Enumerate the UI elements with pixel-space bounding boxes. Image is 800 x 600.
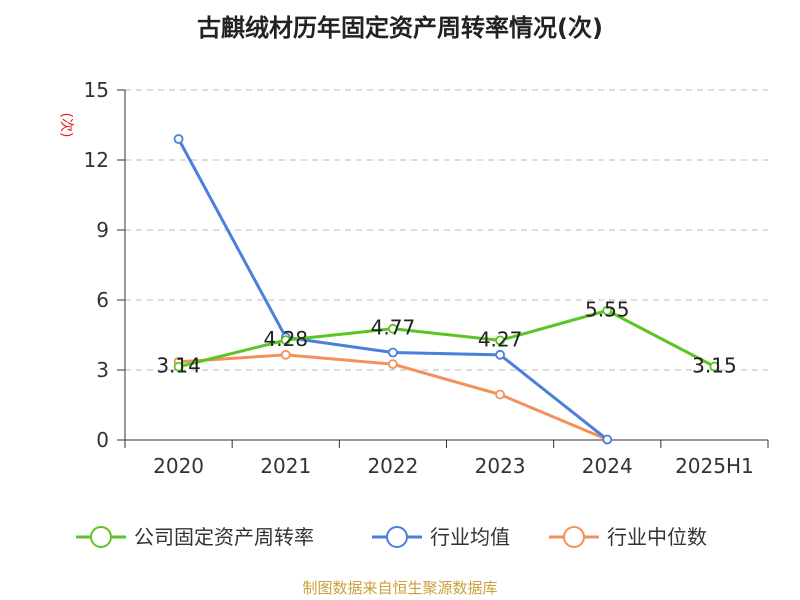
y-tick-label: 15: [84, 78, 109, 102]
series-line: [177, 138, 609, 441]
x-tick-label: 2021: [260, 454, 311, 478]
legend-label: 行业均值: [430, 525, 510, 549]
source-note: 制图数据来自恒生聚源数据库: [302, 579, 498, 597]
x-tick-label: 2025H1: [675, 454, 754, 478]
data-label: 4.27: [478, 327, 523, 351]
data-point: [388, 359, 398, 370]
y-tick-label: 0: [96, 428, 109, 452]
legend-marker: [90, 526, 112, 548]
legend-label: 行业中位数: [607, 525, 707, 549]
series-line: [178, 309, 716, 369]
legend-marker: [563, 526, 585, 548]
data-point: [280, 335, 291, 346]
data-point: [495, 349, 505, 360]
data-point: [280, 349, 291, 360]
y-tick-label: 9: [96, 218, 109, 242]
legend-marker: [386, 526, 408, 548]
data-label: 4.28: [263, 327, 308, 351]
x-tick-label: 2023: [475, 454, 526, 478]
data-point: [602, 305, 613, 316]
data-point: [388, 347, 398, 358]
y-tick-label: 6: [96, 288, 109, 312]
x-tick-label: 2024: [582, 454, 633, 478]
x-tick-label: 2020: [153, 454, 204, 478]
data-label: 3.14: [156, 354, 201, 378]
data-point: [495, 335, 505, 346]
data-point: [709, 361, 720, 372]
data-point: [602, 434, 613, 445]
data-point: [173, 134, 184, 144]
data-label: 3.15: [692, 354, 737, 378]
data-label: 5.55: [585, 298, 630, 322]
data-point: [388, 323, 398, 334]
chart-title: 古麒绒材历年固定资产周转率情况(次): [197, 14, 603, 42]
legend-label: 公司固定资产周转率: [134, 525, 314, 549]
y-axis-label: (次): [58, 113, 74, 138]
data-point: [495, 389, 505, 400]
data-label: 4.77: [371, 316, 416, 340]
y-tick-label: 12: [84, 148, 109, 172]
x-tick-label: 2022: [367, 454, 418, 478]
data-point: [173, 361, 184, 372]
y-tick-label: 3: [96, 358, 109, 382]
